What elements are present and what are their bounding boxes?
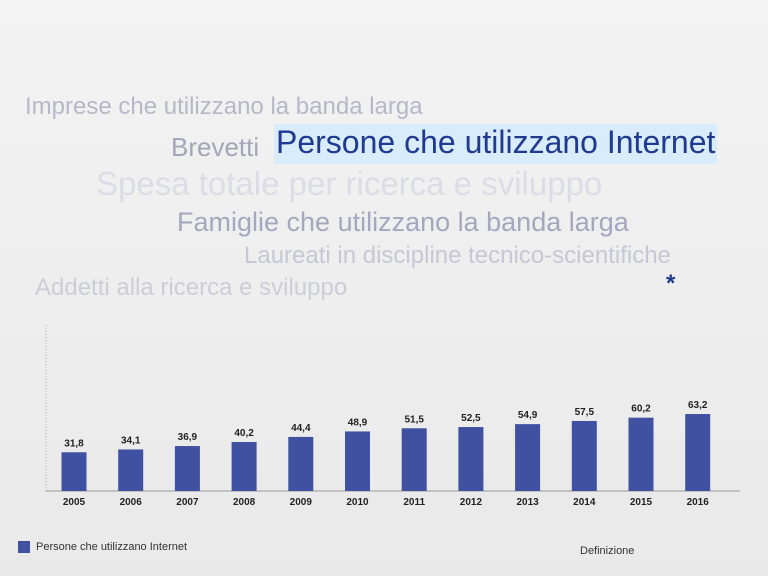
x-tick-label: 2008 — [233, 497, 256, 508]
x-tick-label: 2011 — [403, 497, 425, 508]
x-tick-label: 2010 — [346, 497, 369, 508]
data-label: 31,8 — [64, 438, 84, 449]
topic-brevetti[interactable]: Brevetti — [171, 132, 260, 162]
data-label: 60,2 — [631, 404, 651, 415]
x-tick-label: 2014 — [573, 497, 596, 508]
topic-persone-internet-selected[interactable]: Persone che utilizzano Internet — [274, 124, 718, 164]
definition-link[interactable]: Definizione — [580, 545, 635, 557]
x-tick-label: 2016 — [687, 497, 710, 508]
asterisk-marker: * — [666, 270, 676, 297]
x-tick-label: 2015 — [630, 497, 653, 508]
bar — [61, 452, 87, 491]
bar — [571, 420, 597, 491]
data-label: 51,5 — [404, 414, 424, 425]
bar — [685, 414, 711, 491]
x-tick-label: 2009 — [290, 497, 313, 508]
x-tick-label: 2007 — [176, 497, 199, 508]
bar — [628, 417, 654, 491]
bar — [458, 427, 484, 491]
data-label: 44,4 — [291, 423, 311, 434]
data-label: 54,9 — [518, 410, 538, 421]
x-tick-label: 2006 — [120, 497, 143, 508]
topic-spesa-ricerca[interactable]: Spesa totale per ricerca e sviluppo — [96, 165, 603, 202]
data-label: 57,5 — [575, 407, 595, 418]
bar — [118, 449, 144, 491]
bar — [345, 431, 370, 491]
topic-imprese-banda-larga[interactable]: Imprese che utilizzano la banda larga — [25, 93, 423, 120]
topic-laureati[interactable]: Laureati in discipline tecnico-scientifi… — [244, 242, 671, 269]
x-tick-label: 2013 — [516, 497, 539, 508]
data-label: 52,5 — [461, 413, 481, 424]
bar — [288, 436, 314, 491]
legend-label: Persone che utilizzano Internet — [36, 541, 188, 553]
x-tick-label: 2012 — [460, 497, 483, 508]
data-label: 34,1 — [121, 435, 141, 446]
bar — [401, 428, 427, 491]
data-label: 48,9 — [348, 417, 368, 428]
data-label: 63,2 — [688, 400, 708, 411]
bar — [231, 442, 257, 491]
data-label: 40,2 — [234, 428, 254, 439]
bar — [515, 424, 541, 491]
x-tick-label: 2005 — [63, 497, 86, 508]
data-label: 36,9 — [178, 432, 198, 443]
legend: Persone che utilizzano Internet — [18, 541, 187, 553]
bar — [174, 446, 200, 491]
legend-swatch — [18, 541, 30, 553]
bar-chart: 31,8 2005 34,1 2006 36,9 2007 40,2 2008 44,4 2009… — [45, 325, 740, 508]
topic-addetti-ricerca[interactable]: Addetti alla ricerca e sviluppo — [35, 274, 348, 301]
topic-famiglie-banda-larga[interactable]: Famiglie che utilizzano la banda larga — [177, 207, 629, 237]
